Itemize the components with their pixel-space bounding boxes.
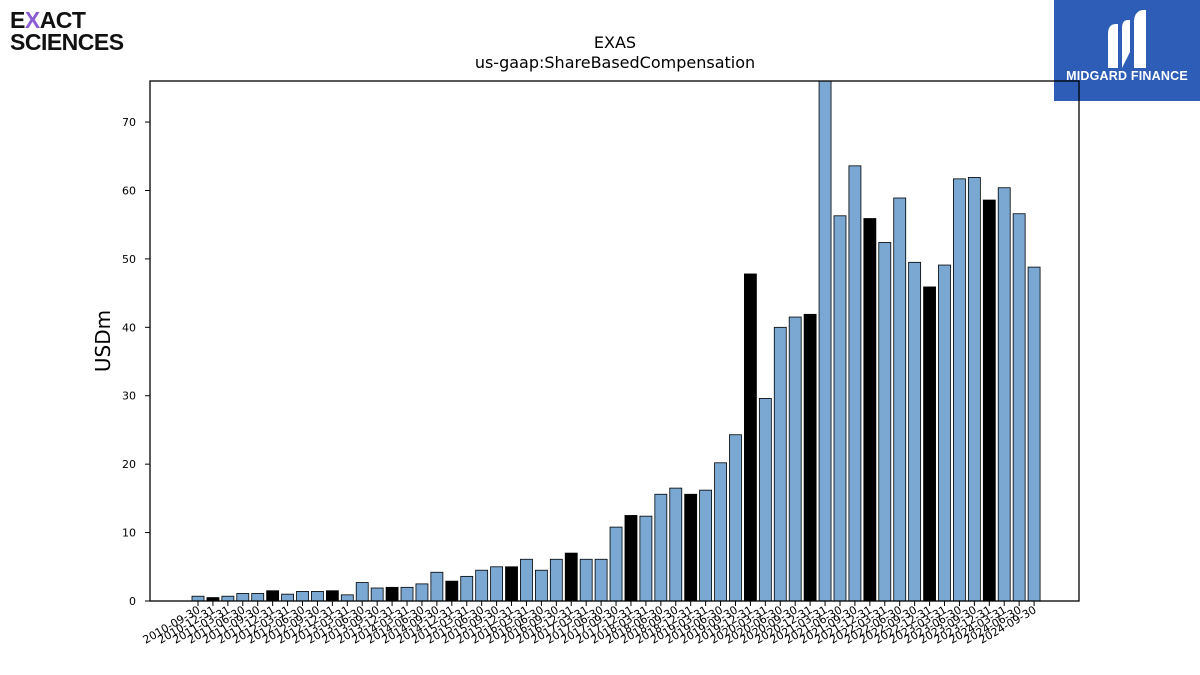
bar [893, 197, 907, 602]
bar [520, 558, 533, 602]
bar [296, 591, 309, 602]
bar [654, 493, 668, 602]
bar [475, 569, 489, 602]
y-tick-label: 0 [129, 595, 136, 608]
bar [400, 586, 414, 602]
bar [1027, 266, 1041, 602]
bar [714, 462, 727, 602]
midgard-m-icon [1108, 10, 1146, 68]
bar [639, 515, 653, 602]
bar [430, 571, 444, 602]
bar [669, 487, 683, 602]
bar [191, 595, 205, 602]
bar [564, 552, 578, 602]
bar [788, 316, 802, 602]
bar [818, 80, 832, 602]
bar [908, 261, 922, 602]
y-tick-label: 70 [122, 116, 136, 129]
bar [505, 566, 518, 602]
logo-letter-e: E [10, 7, 25, 33]
y-tick-label: 30 [122, 390, 136, 403]
bar [609, 526, 623, 602]
bar [325, 590, 339, 602]
bar [833, 215, 847, 602]
midgard-finance-logo: MIDGARD FINANCE [1054, 0, 1200, 101]
bar [221, 595, 235, 602]
bar [953, 178, 966, 602]
bar [997, 187, 1011, 602]
logo-letter-x: X [24, 7, 40, 33]
bar [744, 273, 757, 602]
bar [803, 313, 817, 602]
bar [982, 199, 996, 602]
bar [938, 264, 951, 602]
bar [311, 591, 324, 602]
x-ticks-group: 2010-09-302010-12-312011-03-312011-06-30… [141, 601, 1039, 647]
y-axis-label: USDm [91, 310, 115, 372]
bar [370, 587, 384, 602]
y-tick-label: 60 [122, 184, 136, 197]
bars-group [191, 80, 1041, 602]
bar [699, 489, 713, 602]
bar [594, 558, 608, 602]
bar [729, 434, 742, 602]
bar [549, 558, 563, 602]
bar [251, 593, 265, 602]
bar [445, 580, 459, 602]
bar [534, 569, 548, 602]
bar [878, 242, 892, 602]
bar [385, 586, 399, 602]
bar [967, 177, 981, 602]
bar [355, 582, 369, 602]
exact-sciences-logo: EXACT SCIENCES [10, 7, 124, 55]
y-tick-label: 50 [122, 253, 136, 266]
logo-letters-act: ACT [39, 7, 86, 33]
y-tick-label: 40 [122, 321, 136, 334]
bar [773, 326, 787, 602]
bar [758, 398, 772, 602]
bar [415, 583, 429, 602]
midgard-finance-wordmark: MIDGARD FINANCE [1066, 69, 1188, 83]
plot-frame [149, 80, 1080, 602]
bar [236, 593, 250, 602]
bar [490, 566, 504, 602]
bar [923, 286, 936, 602]
bar [684, 493, 698, 602]
bar [266, 590, 280, 602]
bar [579, 558, 593, 602]
bar [460, 575, 474, 602]
bar [624, 515, 638, 602]
logo-word-sciences: SCIENCES [10, 29, 124, 55]
bar [848, 165, 862, 602]
bar [863, 218, 877, 602]
y-ticks-group: 0 10 20 30 40 50 60 70 [122, 116, 150, 608]
bar [281, 593, 294, 602]
y-tick-label: 20 [122, 458, 136, 471]
bar [1012, 213, 1026, 602]
chart-subtitle: us-gaap:ShareBasedCompensation [475, 53, 755, 72]
bar [340, 594, 354, 602]
chart-title: EXAS [594, 33, 636, 52]
y-tick-label: 10 [122, 527, 136, 540]
